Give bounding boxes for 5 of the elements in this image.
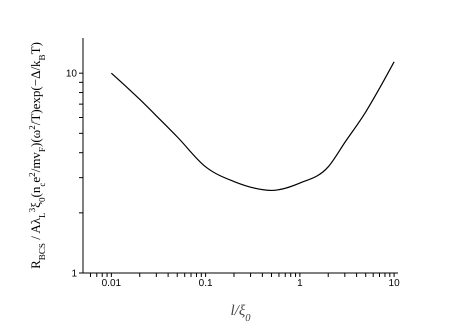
x-tick-label: 0.01: [102, 278, 122, 290]
x-tick-label: 1: [297, 278, 304, 290]
x-axis-title: l/ξ$_{0}$: [230, 303, 252, 324]
x-tick-label: 0.1: [198, 278, 213, 290]
x-tick-label: 10: [388, 278, 400, 290]
